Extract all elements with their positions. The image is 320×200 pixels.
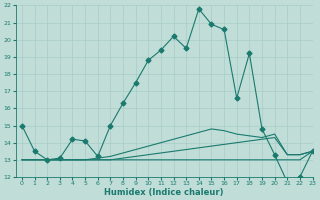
X-axis label: Humidex (Indice chaleur): Humidex (Indice chaleur) [104,188,224,197]
